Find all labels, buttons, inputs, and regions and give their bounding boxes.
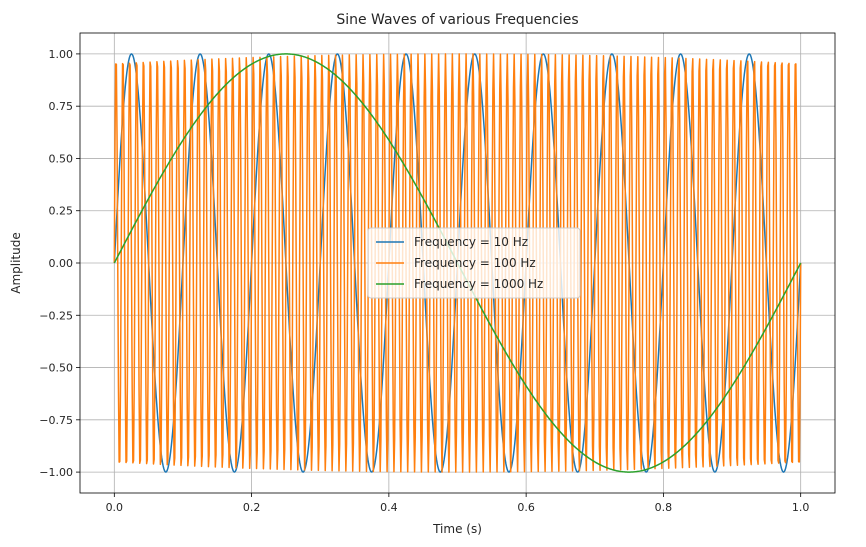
x-tick-label: 0.0	[106, 501, 124, 514]
y-tick-label: 0.75	[49, 100, 74, 113]
x-tick-label: 0.6	[517, 501, 535, 514]
y-tick-label: −0.75	[39, 414, 73, 427]
legend: Frequency = 10 Hz Frequency = 100 Hz Frequ…	[367, 227, 581, 299]
y-tick-label: 0.25	[49, 205, 74, 218]
y-tick-label: −0.25	[39, 309, 73, 322]
y-tick-label: −1.00	[39, 466, 73, 479]
x-tick-label: 0.4	[380, 501, 398, 514]
legend-label: Frequency = 1000 Hz	[414, 277, 543, 291]
y-axis-title: Amplitude	[9, 232, 23, 294]
legend-box	[367, 227, 581, 299]
x-tick-label: 0.2	[243, 501, 261, 514]
y-tick-label: 0.50	[49, 152, 74, 165]
x-axis-ticks: 0.0 0.2 0.4 0.6 0.8 1.0	[106, 493, 810, 514]
y-tick-label: 1.00	[49, 48, 74, 61]
legend-label: Frequency = 10 Hz	[414, 235, 528, 249]
y-tick-label: −0.50	[39, 362, 73, 375]
x-tick-label: 0.8	[655, 501, 673, 514]
chart-title: Sine Waves of various Frequencies	[336, 12, 578, 28]
legend-label: Frequency = 100 Hz	[414, 256, 536, 270]
y-axis-ticks: −1.00 −0.75 −0.50 −0.25 0.00 0.25 0.50 0.75 1.00	[39, 48, 80, 479]
x-axis-title: Time (s)	[432, 522, 482, 536]
y-tick-label: 0.00	[49, 257, 74, 270]
x-tick-label: 1.0	[792, 501, 810, 514]
